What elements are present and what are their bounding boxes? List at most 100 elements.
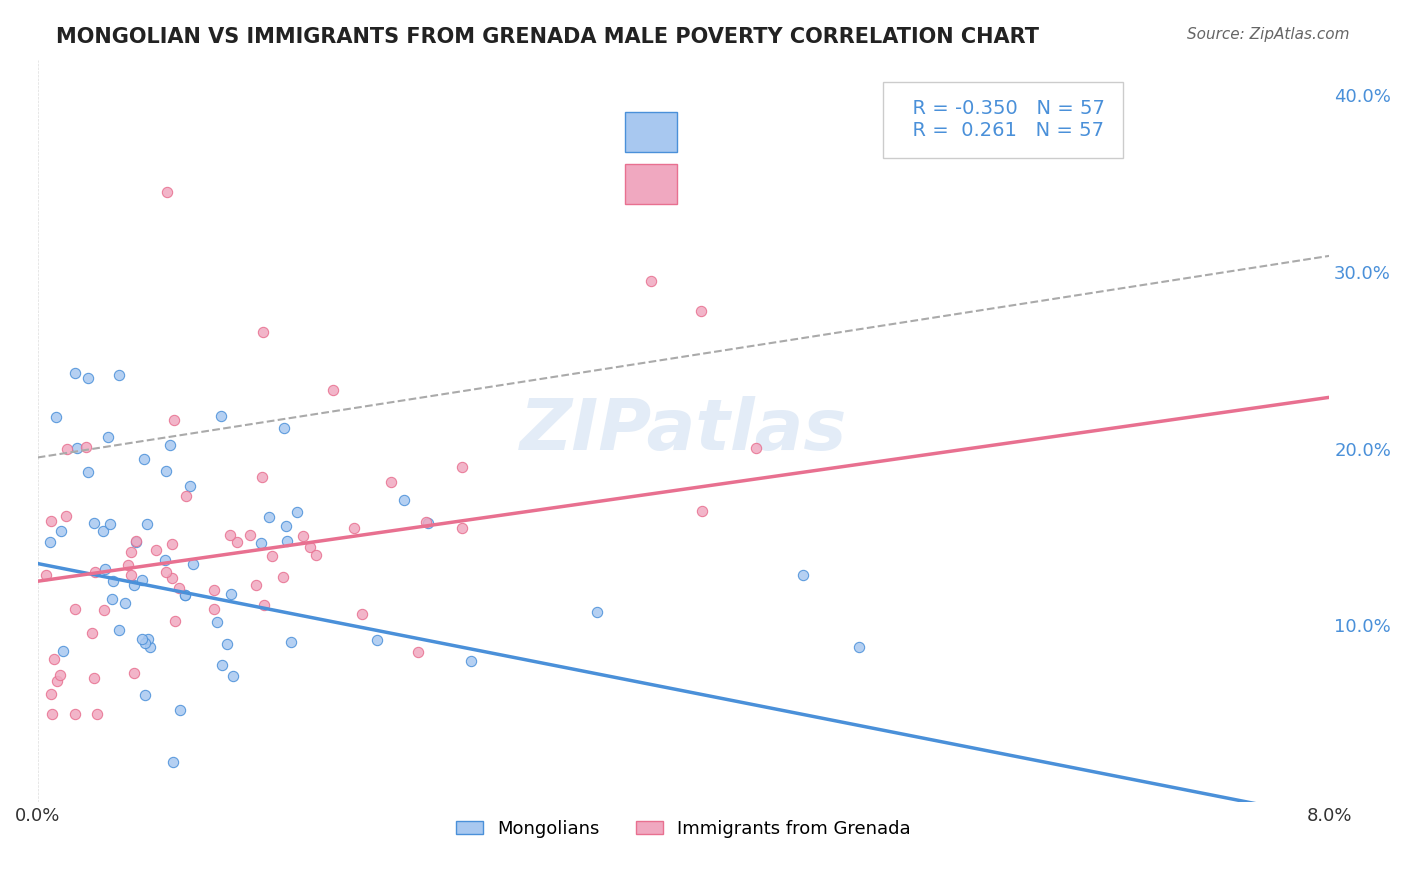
Point xyxy=(125,533,148,548)
Point xyxy=(125,535,148,549)
Point xyxy=(91,524,114,538)
Point xyxy=(153,553,176,567)
Point xyxy=(745,441,768,455)
Point xyxy=(136,632,159,646)
Point xyxy=(305,549,328,563)
Point xyxy=(292,529,315,543)
Point xyxy=(134,452,156,467)
Point xyxy=(260,549,283,564)
Point xyxy=(250,470,273,484)
Point xyxy=(35,567,58,582)
Point xyxy=(66,441,89,455)
Point xyxy=(167,582,190,596)
Point xyxy=(225,534,247,549)
Point xyxy=(416,516,439,530)
Point xyxy=(156,185,179,199)
Point xyxy=(76,371,98,385)
Point xyxy=(45,674,67,689)
Point xyxy=(217,637,239,651)
Point xyxy=(108,368,131,383)
Point xyxy=(298,540,321,554)
Point xyxy=(394,493,416,508)
Point xyxy=(221,668,243,682)
Point xyxy=(131,632,153,647)
Point xyxy=(380,475,402,490)
Point xyxy=(350,607,373,621)
Point xyxy=(181,557,204,571)
Point xyxy=(250,536,273,550)
Point xyxy=(689,304,711,318)
Point xyxy=(39,687,62,701)
Point xyxy=(65,706,87,721)
Point xyxy=(155,565,177,579)
Point xyxy=(39,514,62,528)
Point xyxy=(159,437,181,451)
Point xyxy=(209,409,232,423)
Point xyxy=(848,640,870,655)
Point xyxy=(162,755,184,769)
Point xyxy=(145,543,167,558)
Point xyxy=(280,635,302,649)
Point xyxy=(450,460,472,475)
Point xyxy=(83,671,105,685)
Point xyxy=(155,464,177,478)
Point xyxy=(169,703,191,717)
Text: MONGOLIAN VS IMMIGRANTS FROM GRENADA MALE POVERTY CORRELATION CHART: MONGOLIAN VS IMMIGRANTS FROM GRENADA MAL… xyxy=(56,27,1039,46)
Point xyxy=(273,421,295,435)
FancyBboxPatch shape xyxy=(626,112,678,153)
Point xyxy=(173,588,195,602)
Point xyxy=(343,521,366,535)
Point xyxy=(205,615,228,629)
FancyBboxPatch shape xyxy=(626,163,678,204)
Point xyxy=(165,614,187,628)
Point xyxy=(108,623,131,637)
Point xyxy=(75,440,97,454)
Point xyxy=(202,601,225,615)
Point xyxy=(640,274,662,288)
Point xyxy=(690,504,713,518)
Point xyxy=(51,524,73,538)
Point xyxy=(271,569,294,583)
Point xyxy=(174,489,197,503)
Point xyxy=(173,588,195,602)
Point xyxy=(408,645,430,659)
Point xyxy=(285,505,308,519)
Point xyxy=(124,666,146,681)
Point xyxy=(56,442,79,456)
Point xyxy=(219,528,242,542)
Point xyxy=(103,574,125,588)
Point xyxy=(160,570,183,584)
Point xyxy=(460,654,482,668)
Point xyxy=(162,537,184,551)
Point xyxy=(274,519,297,533)
Point xyxy=(211,658,233,673)
Point xyxy=(134,636,156,650)
Point xyxy=(86,706,108,721)
Point xyxy=(120,567,142,582)
Point xyxy=(93,603,115,617)
Point xyxy=(55,508,77,523)
Point xyxy=(253,598,276,612)
Point xyxy=(117,558,139,572)
Point xyxy=(120,545,142,559)
Point xyxy=(82,625,104,640)
Point xyxy=(245,578,267,592)
Text: Source: ZipAtlas.com: Source: ZipAtlas.com xyxy=(1187,27,1350,42)
Point xyxy=(415,515,437,529)
Point xyxy=(276,534,298,549)
Point xyxy=(114,597,136,611)
Point xyxy=(366,633,388,648)
Point xyxy=(122,578,145,592)
Point xyxy=(52,644,75,658)
Point xyxy=(45,410,67,425)
Point xyxy=(162,413,184,427)
Legend: Mongolians, Immigrants from Grenada: Mongolians, Immigrants from Grenada xyxy=(449,813,918,846)
Point xyxy=(42,652,65,666)
Point xyxy=(239,528,262,542)
Point xyxy=(135,516,157,531)
Point xyxy=(83,516,105,531)
Point xyxy=(202,582,225,597)
Point xyxy=(77,465,100,479)
Point xyxy=(450,521,472,535)
Point xyxy=(252,325,274,339)
